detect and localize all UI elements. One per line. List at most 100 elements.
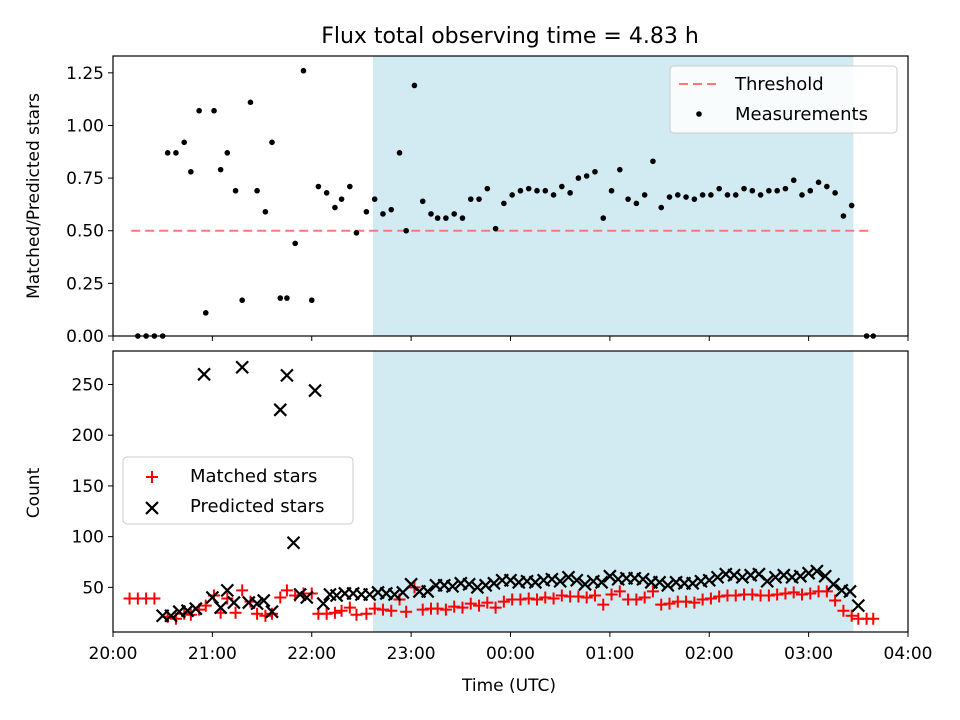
- matched-star-point: [713, 590, 726, 603]
- measurement-point: [666, 194, 673, 200]
- measurement-point: [332, 204, 338, 211]
- predicted-star-point: [227, 595, 241, 610]
- measurement-point: [262, 208, 269, 215]
- measurement-point: [517, 187, 524, 194]
- matched-star-point: [547, 592, 560, 605]
- predicted-star-point: [702, 573, 717, 588]
- matched-star-point: [473, 599, 486, 612]
- predicted-star-point: [470, 580, 485, 595]
- matched-star-point: [630, 593, 643, 606]
- matched-star-point: [796, 588, 808, 601]
- matched-star-point: [663, 597, 676, 610]
- measurement-point: [848, 202, 855, 209]
- predicted-star-point: [636, 572, 650, 587]
- measurement-point: [380, 211, 386, 217]
- legend-measurements-swatch: [696, 111, 702, 117]
- x-tick-label: 04:00: [884, 644, 933, 664]
- predicted-star-point: [308, 383, 322, 398]
- matched-star-point: [787, 586, 800, 599]
- measurement-point: [757, 192, 764, 198]
- x-tick-label: 22:00: [287, 644, 336, 664]
- matched-star-point: [456, 601, 469, 614]
- bottom-series-matched-stars: [123, 581, 880, 625]
- measurement-point: [782, 185, 789, 192]
- predicted-star-point: [652, 575, 667, 590]
- bottom-legend-box: [122, 456, 354, 525]
- measurement-point: [650, 158, 656, 165]
- measurement-point: [459, 215, 466, 221]
- predicted-star-point: [851, 598, 866, 613]
- x-tick-label: 20:00: [89, 644, 138, 664]
- measurement-point: [492, 225, 499, 232]
- measurement-point: [840, 213, 847, 219]
- predicted-star-point: [235, 360, 249, 375]
- predicted-star-point: [553, 574, 567, 589]
- top-y-axis-label: Matched/Predicted stars: [24, 93, 44, 299]
- measurement-point: [766, 187, 772, 194]
- matched-star-point: [588, 589, 601, 602]
- measurement-point: [509, 192, 515, 198]
- matched-star-point: [464, 597, 477, 610]
- top-series-measurements: [135, 67, 877, 339]
- matched-star-point: [229, 606, 242, 619]
- predicted-star-point: [777, 568, 791, 582]
- top-y-tick-label: 0.50: [66, 222, 104, 242]
- measurement-point: [388, 206, 395, 213]
- matched-star-point: [236, 584, 249, 597]
- measurement-point: [323, 190, 330, 196]
- bottom-y-tick-label: 50: [82, 578, 104, 598]
- measurement-point: [164, 150, 171, 156]
- measurement-point: [239, 297, 245, 304]
- measurement-point: [542, 187, 549, 194]
- top-legend-box: [669, 65, 898, 134]
- measurement-point: [484, 185, 491, 192]
- measurement-point: [525, 185, 532, 192]
- measurement-point: [300, 67, 307, 74]
- matched-star-point: [837, 604, 850, 617]
- matched-star-point: [335, 604, 348, 617]
- measurement-point: [411, 82, 418, 89]
- measurement-point: [315, 183, 322, 190]
- measurement-point: [292, 240, 298, 247]
- top-legend: Threshold Measurements: [669, 65, 898, 134]
- bottom-observing-window: [373, 351, 854, 632]
- measurement-point: [683, 194, 689, 200]
- top-y-tick-label: 1.00: [66, 116, 104, 136]
- matched-star-point: [360, 607, 373, 620]
- matched-star-point: [199, 599, 212, 612]
- legend-predicted-swatch: [145, 501, 159, 515]
- predicted-star-point: [578, 577, 592, 592]
- measurement-point: [799, 192, 805, 198]
- predicted-star-point: [362, 587, 377, 602]
- matched-star-point: [613, 585, 626, 598]
- matched-star-point: [762, 589, 775, 602]
- matched-star-point: [416, 603, 429, 616]
- matched-star-point: [400, 605, 413, 618]
- measurement-point: [550, 192, 557, 198]
- bottom-legend: Matched stars Predicted stars: [122, 456, 354, 525]
- predicted-star-point: [256, 593, 271, 608]
- predicted-star-point: [300, 590, 314, 605]
- matched-star-point: [746, 588, 759, 601]
- bottom-series-predicted-stars: [155, 360, 866, 623]
- predicted-star-point: [387, 587, 402, 602]
- predicted-star-point: [569, 573, 584, 588]
- legend-measurements-label: Measurements: [735, 104, 868, 125]
- measurement-point: [534, 187, 540, 194]
- bottom-y-tick-label: 150: [72, 477, 104, 497]
- matched-star-point: [704, 592, 717, 605]
- predicted-star-point: [316, 596, 331, 611]
- bottom-y-tick-label: 200: [72, 426, 104, 446]
- measurement-point: [807, 187, 814, 194]
- measurement-point: [824, 183, 830, 190]
- x-tick-label: 21:00: [188, 644, 237, 664]
- top-y-tick-label: 0.25: [66, 274, 104, 294]
- measurement-point: [575, 175, 582, 181]
- predicted-star-point: [487, 576, 501, 591]
- top-y-tick-label: 0.00: [66, 327, 104, 347]
- measurement-point: [224, 150, 231, 156]
- measurement-point: [774, 187, 780, 194]
- predicted-star-point: [445, 579, 460, 594]
- matched-star-point: [688, 596, 701, 609]
- matched-star-point: [328, 606, 341, 619]
